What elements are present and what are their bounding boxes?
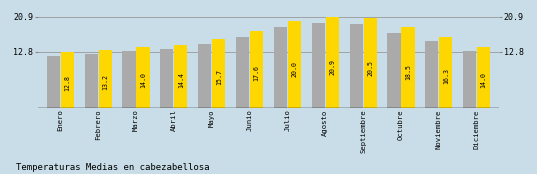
Text: 14.0: 14.0 — [140, 72, 146, 88]
Text: 18.5: 18.5 — [405, 64, 411, 80]
Bar — [250, 31, 263, 108]
Text: 14.4: 14.4 — [178, 72, 184, 88]
Text: 16.3: 16.3 — [443, 68, 449, 84]
Bar — [212, 39, 226, 108]
Bar — [84, 54, 98, 108]
Bar — [136, 47, 150, 108]
Bar — [325, 17, 339, 108]
Text: 12.8: 12.8 — [64, 75, 70, 91]
Text: 20.9: 20.9 — [329, 59, 335, 75]
Text: 20.5: 20.5 — [367, 60, 373, 76]
Text: 17.6: 17.6 — [253, 65, 259, 81]
Bar — [439, 37, 453, 108]
Text: Temperaturas Medias en cabezabellosa: Temperaturas Medias en cabezabellosa — [16, 163, 209, 172]
Bar — [47, 56, 60, 108]
Bar — [98, 50, 112, 108]
Bar — [387, 33, 401, 108]
Bar — [236, 37, 249, 108]
Bar — [174, 45, 187, 108]
Text: 13.2: 13.2 — [102, 74, 108, 90]
Bar — [401, 27, 415, 108]
Bar — [61, 52, 74, 108]
Bar — [477, 47, 490, 108]
Bar — [198, 44, 212, 108]
Bar — [463, 51, 476, 108]
Bar — [311, 23, 325, 108]
Bar — [288, 21, 301, 108]
Bar — [425, 41, 439, 108]
Text: 15.7: 15.7 — [216, 69, 222, 85]
Bar — [122, 51, 136, 108]
Bar — [350, 24, 363, 108]
Bar — [274, 27, 287, 108]
Bar — [364, 18, 377, 108]
Text: 14.0: 14.0 — [481, 72, 487, 88]
Text: 20.0: 20.0 — [292, 61, 297, 77]
Bar — [160, 49, 173, 108]
